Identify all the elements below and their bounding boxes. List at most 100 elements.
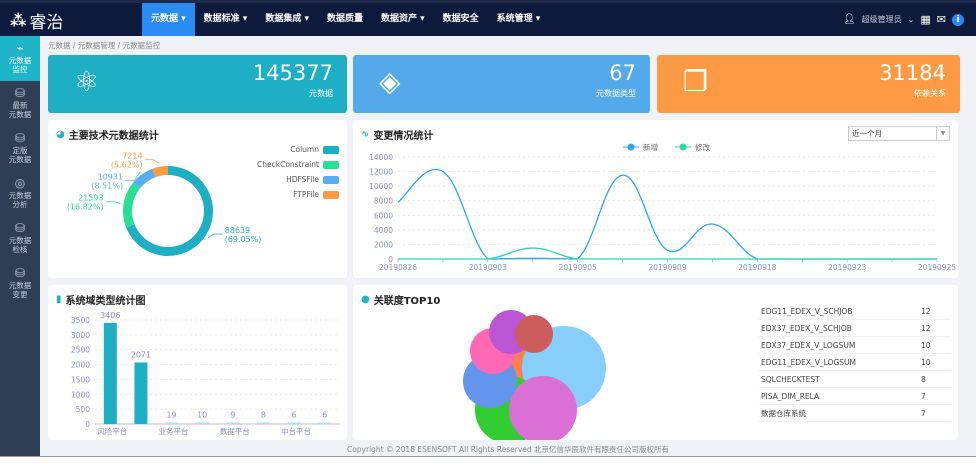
table-row[interactable]: EDG11_EDEX_V_SCHJOB 12 [759,303,951,320]
nav-standards[interactable]: 数据标准 ▾ [203,14,248,24]
donut-panel: ◕ 主要技术元数据统计 Column CheckConstraint HDFSFi… [48,120,347,278]
table-row[interactable]: PISA_DIM_RELA 7 [759,388,951,405]
bar [287,422,301,424]
sidebar-label: 元数据 [8,191,32,200]
x-tick-label: 中台平台 [281,426,311,436]
panel-title: ▮ 系统域类型统计图 [56,292,146,307]
series-line-修改 [398,247,937,260]
legend-marker [627,143,635,151]
stat-value: 145377 [252,61,333,85]
table-row[interactable]: EDX37_EDEX_V_SCHJOB 12 [759,320,951,337]
bar-value-label: 9 [230,411,235,420]
bar [165,422,179,424]
table-row[interactable]: EDX37_EDEX_V_LOGSUM 10 [759,337,951,354]
sidebar-label: 元数据 [8,56,32,65]
series-line-新增 [397,168,937,260]
label-line [105,201,121,205]
sidebar-label: 元数据 [8,281,32,290]
caret-down-icon[interactable]: ▼ [936,127,949,140]
nav-integration[interactable]: 数据集成 ▾ [265,14,309,24]
bar-value-label: 3406 [100,311,120,320]
top-header: ⁂ 睿治 元数据 ▾ 数据标准 ▾ 数据集成 ▾ 数据质量 数据资产 ▾ 数据安全… [0,0,976,36]
legend-label: 新增 [643,142,658,152]
range-select-value: 近一个月 [852,129,882,138]
row-name: SQLCHECKTEST [761,374,820,384]
pulse-icon: ⌁ [16,41,24,55]
layers-icon: ◈ [379,65,401,98]
row-value: 7 [921,391,926,401]
y-tick-label: 14000 [369,153,393,162]
range-select[interactable]: 近一个月 ▼ [848,126,950,141]
database-clock-icon: ⛁ [14,86,26,100]
user-icon: 👤︎ [842,14,856,25]
panel-title-text: 系统域类型统计图 [65,296,146,307]
panel-title-text: 变更情况统计 [373,131,434,142]
row-value: 10 [921,357,931,367]
row-name: 数据仓库系统 [761,408,806,418]
user-menu[interactable]: 超级管理员 [861,15,902,24]
y-tick-label: 0 [388,255,393,264]
x-tick-label: 20190909 [648,263,686,272]
bar-chart: 0 500 1000 1500 2000 2500 3000 3500 3406 风险平台 2071… [71,311,340,436]
x-tick-label: 20190925 [918,263,956,272]
legend-item[interactable]: Column [257,142,339,157]
table-row[interactable]: SQLCHECKTEST 8 [759,371,951,388]
sidebar-label: 定版 [12,146,28,155]
sidebar-label: 变更 [12,290,28,299]
donut-legend: Column CheckConstraint HDFSFile FTPFile [257,142,339,202]
nav-assets[interactable]: 数据资产 ▾ [380,14,425,24]
bubble [509,376,577,440]
sidebar-item-analysis[interactable]: ◎ 元数据 分析 [0,171,40,216]
row-value: 8 [921,374,926,384]
analysis-icon: ◎ [14,176,26,190]
nav-metadata[interactable]: 元数据 ▾ [142,3,195,36]
legend-item[interactable]: HDFSFile [257,172,339,187]
stat-card-dependencies: ❐ 31184 依赖关系 [657,55,960,113]
row-value: 12 [921,323,931,333]
legend-item[interactable]: CheckConstraint [257,157,339,172]
qrcode-icon[interactable]: ▦ [920,13,931,26]
bubble [515,315,553,353]
row-name: EDG11_EDEX_V_SCHJOB [761,306,853,316]
database-check-icon: ⛁ [14,131,26,145]
info-icon[interactable]: i [952,13,964,26]
sidebar-item-change[interactable]: ⛁ 元数据 变更 [0,261,40,306]
panel-title: ● 关联度TOP10 [361,292,440,307]
sidebar-item-check[interactable]: ⛁ 元数据 检核 [0,216,40,261]
nav-quality[interactable]: 数据质量 [326,14,363,24]
bar-value-label: 10 [197,411,207,420]
legend-marker [679,143,687,151]
network-icon: ⚛ [74,65,100,98]
legend-item[interactable]: FTPFile [257,187,339,202]
window-bottom-edge [0,456,976,464]
chevron-down-icon[interactable]: ⌄ [907,15,915,24]
bar [103,322,117,424]
y-tick-label: 3000 [71,331,90,340]
panel-title: ∿ 变更情况统计 [361,127,433,142]
footer: Copyright © 2018 ESENSOFT All Rights Res… [346,445,670,454]
legend-label: FTPFile [293,190,319,199]
legend-swatch [323,175,339,184]
sidebar-item-latest[interactable]: ⛁ 最新 元数据 [0,81,40,126]
sidebar-label: 元数据 [8,236,32,245]
logo[interactable]: ⁂ 睿治 [10,8,63,33]
bubble-chart [463,310,606,440]
sidebar-item-finalized[interactable]: ⛁ 定版 元数据 [0,126,40,171]
sidebar-item-monitor[interactable]: ⌁ 元数据 监控 [0,36,40,81]
mail-icon[interactable]: ✉ [936,13,946,26]
x-tick-label: 业务平台 [159,426,189,436]
slice-percent-label: (5.62%) [111,161,143,170]
legend-swatch [323,190,339,199]
x-tick-label: 20190826 [379,263,417,272]
y-tick-label: 1500 [71,375,90,384]
nav-security[interactable]: 数据安全 [442,14,479,24]
slice-percent-label: (69.05%) [225,235,262,244]
nav-system[interactable]: 系统管理 ▾ [496,14,541,24]
domain-panel: ▮ 系统域类型统计图 0 500 1000 1500 2000 2500 3000 3500 34… [48,285,347,440]
y-tick-label: 4000 [374,226,393,235]
table-row[interactable]: EDG11_EDEX_V_LOGSUM 10 [759,354,951,371]
legend-label: 修改 [695,142,710,152]
bar [226,422,240,424]
bar-value-label: 6 [292,411,297,420]
table-row[interactable]: 数据仓库系统 7 [759,405,951,422]
